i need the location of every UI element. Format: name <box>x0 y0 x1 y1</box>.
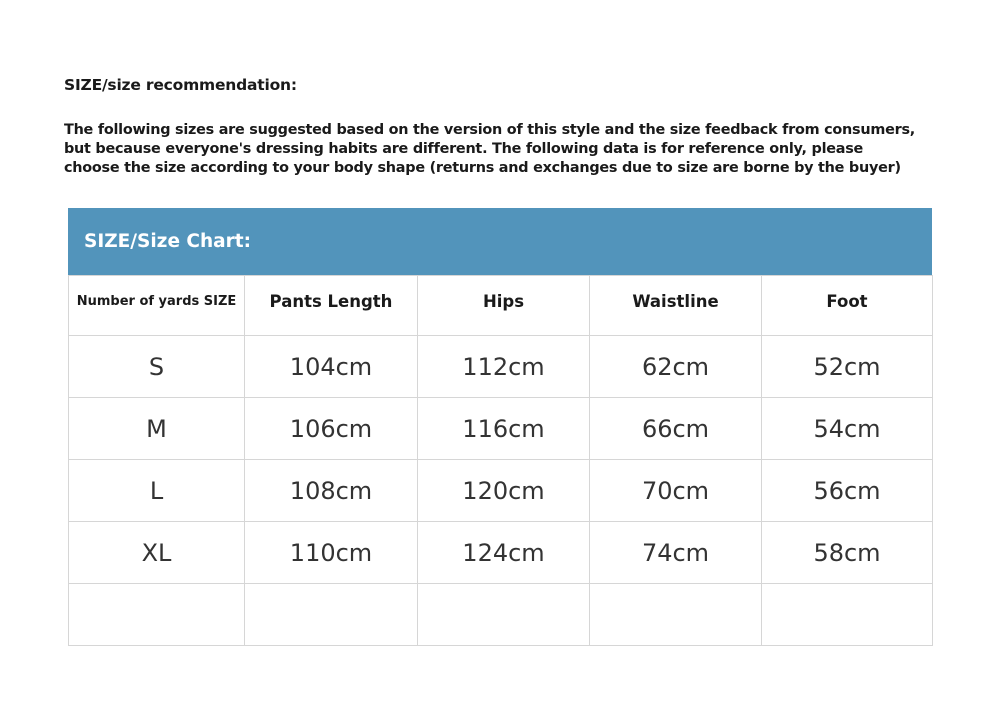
cell-size: L <box>68 459 245 522</box>
recommendation-title: SIZE/size recommendation: <box>64 76 297 94</box>
column-header-pants-length: Pants Length <box>244 275 418 336</box>
cell-waistline: 62cm <box>589 335 762 398</box>
table-header-row: Number of yards SIZE Pants Length Hips W… <box>68 275 933 336</box>
cell-pants-length: 108cm <box>244 459 418 522</box>
cell-hips: 124cm <box>417 521 590 584</box>
table-row: L 108cm 120cm 70cm 56cm <box>68 459 933 522</box>
cell-foot: 56cm <box>761 459 933 522</box>
table-row: M 106cm 116cm 66cm 54cm <box>68 397 933 460</box>
recommendation-text: The following sizes are suggested based … <box>64 122 915 176</box>
table-row <box>68 583 933 646</box>
cell-waistline: 74cm <box>589 521 762 584</box>
column-header-hips: Hips <box>417 275 590 336</box>
cell-pants-length: 106cm <box>244 397 418 460</box>
cell-foot: 52cm <box>761 335 933 398</box>
table-row: XL 110cm 124cm 74cm 58cm <box>68 521 933 584</box>
cell-waistline <box>589 583 762 646</box>
cell-hips <box>417 583 590 646</box>
cell-foot: 58cm <box>761 521 933 584</box>
cell-pants-length: 104cm <box>244 335 418 398</box>
cell-waistline: 66cm <box>589 397 762 460</box>
column-header-size: Number of yards SIZE <box>68 275 245 336</box>
cell-foot: 54cm <box>761 397 933 460</box>
column-header-waistline: Waistline <box>589 275 762 336</box>
cell-size: XL <box>68 521 245 584</box>
cell-pants-length: 110cm <box>244 521 418 584</box>
cell-waistline: 70cm <box>589 459 762 522</box>
cell-foot <box>761 583 933 646</box>
column-header-foot: Foot <box>761 275 933 336</box>
cell-hips: 112cm <box>417 335 590 398</box>
cell-size: M <box>68 397 245 460</box>
cell-hips: 120cm <box>417 459 590 522</box>
cell-size <box>68 583 245 646</box>
cell-pants-length <box>244 583 418 646</box>
table-row: S 104cm 112cm 62cm 52cm <box>68 335 933 398</box>
cell-hips: 116cm <box>417 397 590 460</box>
cell-size: S <box>68 335 245 398</box>
size-chart-table: Number of yards SIZE Pants Length Hips W… <box>68 275 933 646</box>
size-chart-title: SIZE/Size Chart: <box>68 208 932 275</box>
